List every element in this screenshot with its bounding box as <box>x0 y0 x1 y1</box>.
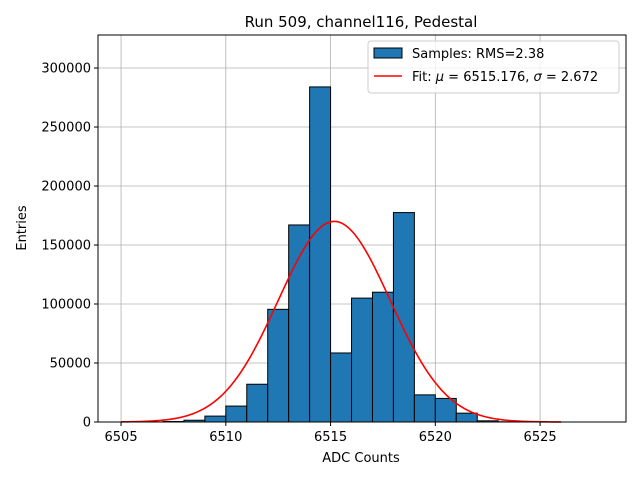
legend-fit-prefix: Fit: <box>412 70 436 85</box>
y-tick-label-1: 50000 <box>50 357 91 372</box>
histogram-bar-8 <box>330 352 353 423</box>
x-tick-label-4: 6525 <box>524 430 557 445</box>
histogram-bar-3 <box>225 405 248 423</box>
legend: Samples: RMS=2.38 Fit: μ = 6515.176, σ =… <box>367 40 620 94</box>
histogram-bar-10 <box>371 291 394 423</box>
x-tick-label-2: 6515 <box>314 430 347 445</box>
x-tick-label-3: 6520 <box>419 430 452 445</box>
legend-box <box>367 40 620 94</box>
histogram-bar-2 <box>204 415 227 423</box>
histogram-bar-11 <box>392 212 415 423</box>
fit-curve <box>121 220 562 423</box>
legend-fit-suffix: = 2.672 <box>542 70 598 85</box>
histogram-bar-5 <box>267 308 290 423</box>
histogram-bar-6 <box>288 224 311 423</box>
y-tick-label-6: 300000 <box>41 62 91 77</box>
y-tick-label-4: 200000 <box>41 180 91 195</box>
x-axis-label: ADC Counts <box>322 451 400 466</box>
y-axis-label: Entries <box>15 205 30 251</box>
legend-fit-mu: μ <box>435 70 444 85</box>
y-tick-label-0: 0 <box>83 416 91 431</box>
legend-fit-mid: = 6515.176, <box>444 70 533 85</box>
y-tick-label-5: 250000 <box>41 121 91 136</box>
legend-fit-sigma: σ <box>534 70 543 85</box>
fit-curve-group <box>121 220 562 423</box>
x-tick-label-1: 6510 <box>209 430 242 445</box>
x-axis-ticks: 6505 6510 6515 6520 6525 <box>105 422 557 445</box>
plot-frame <box>97 34 627 423</box>
y-tick-label-3: 150000 <box>41 239 91 254</box>
histogram-bar-9 <box>351 297 373 423</box>
x-tick-label-0: 6505 <box>105 430 138 445</box>
chart-title: Run 509, channel116, Pedestal <box>245 13 478 31</box>
legend-samples-label: Samples: RMS=2.38 <box>412 47 544 62</box>
histogram-bar-14 <box>455 412 478 423</box>
y-axis-ticks: 0 50000 100000 150000 200000 250000 300000 <box>41 62 98 431</box>
histogram-bar-4 <box>246 383 269 423</box>
histogram-bar-7 <box>309 86 332 423</box>
histogram-bar-12 <box>413 394 436 423</box>
y-tick-label-2: 100000 <box>41 298 91 313</box>
legend-fit-label: Fit: μ = 6515.176, σ = 2.672 <box>412 70 598 85</box>
legend-samples-swatch <box>373 47 403 59</box>
